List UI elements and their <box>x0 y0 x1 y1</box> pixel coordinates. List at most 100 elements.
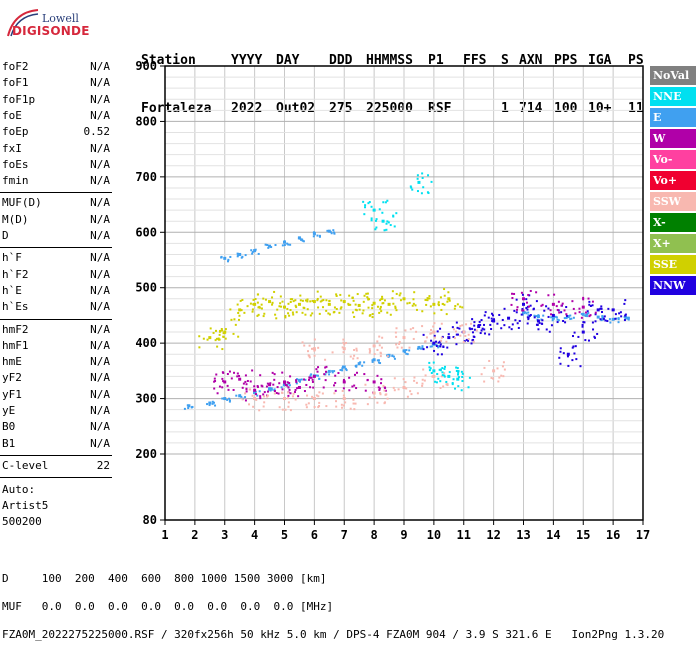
data-point-spread <box>408 301 411 304</box>
data-point-spread <box>416 347 419 350</box>
data-point-spread <box>572 316 575 319</box>
data-point <box>312 347 316 351</box>
data-point-spread <box>500 327 503 330</box>
data-point-spread <box>281 244 284 247</box>
data-point-spread <box>443 288 446 291</box>
data-point-spread <box>535 315 538 318</box>
data-point <box>432 374 436 378</box>
data-point <box>551 313 555 317</box>
legend-x: X- <box>650 213 696 232</box>
data-point-spread <box>430 180 433 183</box>
data-point-spread <box>601 316 604 319</box>
data-point-spread <box>345 341 348 344</box>
data-point-spread <box>424 298 427 301</box>
data-point-spread <box>555 316 558 319</box>
header-row2-cell-0: Fortaleza <box>141 101 212 116</box>
data-point-spread <box>316 297 319 300</box>
data-point-spread <box>471 339 474 342</box>
data-point-spread <box>278 305 281 308</box>
data-point-spread <box>297 395 300 398</box>
data-point-spread <box>594 311 597 314</box>
data-point-spread <box>310 373 313 376</box>
data-point-spread <box>421 384 424 387</box>
data-point-spread <box>395 343 398 346</box>
data-point-spread <box>291 298 294 301</box>
data-point-spread <box>272 383 275 386</box>
header-row2-cell-8: 714 <box>519 101 543 116</box>
data-point-spread <box>198 335 201 338</box>
data-point-spread <box>533 314 536 317</box>
data-point-spread <box>383 229 386 232</box>
data-point-spread <box>297 237 300 240</box>
data-point-spread <box>268 245 271 248</box>
data-point <box>283 305 286 309</box>
param-value: N/A <box>90 300 110 314</box>
data-point-spread <box>435 340 438 343</box>
data-point <box>566 352 570 356</box>
legend-noval: NoVal <box>650 66 696 85</box>
data-point <box>447 336 451 340</box>
footer-file-info: FZA0M_2022275225000.RSF / 320fx256h 50 k… <box>2 628 665 641</box>
data-point-spread <box>453 307 456 310</box>
data-point-spread <box>457 376 460 379</box>
data-point-spread <box>265 385 268 388</box>
data-point-spread <box>440 336 443 339</box>
data-point-spread <box>556 321 559 324</box>
data-point-spread <box>591 300 594 303</box>
data-point-spread <box>472 335 475 338</box>
y-tick-label: 300 <box>135 392 157 406</box>
data-point-spread <box>371 307 374 310</box>
data-point-spread <box>329 230 332 233</box>
data-point-spread <box>222 335 225 338</box>
data-point-spread <box>244 374 247 377</box>
param-row-b0: B0 N/A <box>2 420 110 436</box>
data-point-spread <box>562 320 565 323</box>
data-point-spread <box>521 308 524 311</box>
data-point-spread <box>394 305 397 308</box>
data-point-spread <box>389 224 392 227</box>
param-label: foF1p <box>2 92 36 106</box>
header-row1-cell-11: PS <box>628 53 644 68</box>
data-point-spread <box>468 376 471 379</box>
data-point-spread <box>331 371 334 374</box>
data-point-spread <box>309 386 312 389</box>
data-point-spread <box>308 355 311 358</box>
data-point-spread <box>428 295 431 298</box>
param-divider <box>0 247 112 249</box>
data-point-spread <box>521 313 524 316</box>
data-point-spread <box>273 290 276 293</box>
data-point-spread <box>311 380 314 383</box>
data-point-spread <box>393 225 396 228</box>
data-point-spread <box>321 392 324 395</box>
data-point-spread <box>275 391 278 394</box>
data-point-spread <box>406 395 409 398</box>
data-point-spread <box>501 365 504 368</box>
data-point-spread <box>230 318 233 321</box>
data-point-spread <box>570 317 573 320</box>
data-point-spread <box>515 308 518 311</box>
data-point-spread <box>220 329 223 332</box>
data-point-spread <box>190 406 193 409</box>
data-point-spread <box>421 310 424 313</box>
param-value: N/A <box>90 212 110 226</box>
data-point-spread <box>306 300 309 303</box>
data-point-spread <box>313 349 316 352</box>
series-sse <box>198 288 464 351</box>
data-point-spread <box>220 255 223 258</box>
data-point-spread <box>368 201 371 204</box>
data-point-spread <box>281 408 284 411</box>
data-point <box>536 319 540 323</box>
data-point-spread <box>305 406 308 409</box>
data-point-spread <box>403 349 406 352</box>
data-point-spread <box>483 380 486 383</box>
data-point-spread <box>439 327 442 330</box>
data-point-spread <box>322 306 325 309</box>
data-point-spread <box>363 213 366 216</box>
data-point-spread <box>381 297 384 300</box>
data-point-spread <box>342 404 345 407</box>
data-point-spread <box>467 339 470 342</box>
data-point-spread <box>395 327 398 330</box>
data-point-spread <box>461 306 464 309</box>
data-point <box>566 315 570 319</box>
data-point <box>327 302 331 306</box>
